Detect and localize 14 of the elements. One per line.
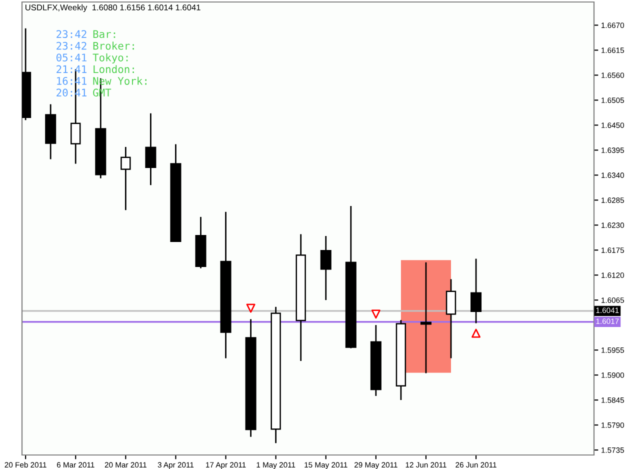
chart-title: USDLFX,Weekly 1.6080 1.6156 1.6014 1.6041 — [26, 4, 200, 12]
candlestick — [320, 235, 332, 301]
point — [246, 304, 256, 313]
annotation: 21:41 London: — [56, 65, 134, 74]
candlestick — [120, 146, 131, 211]
candlestick — [145, 112, 156, 186]
annotation: 23:42 Broker: — [56, 42, 134, 50]
annotation: 23:42 Bar: — [56, 30, 116, 38]
candlestick — [420, 262, 432, 374]
point — [371, 310, 380, 319]
annotation: 05:41 Tokyo: — [56, 53, 128, 64]
candlestick — [446, 278, 456, 359]
candlestick — [470, 258, 482, 324]
point — [472, 328, 481, 338]
